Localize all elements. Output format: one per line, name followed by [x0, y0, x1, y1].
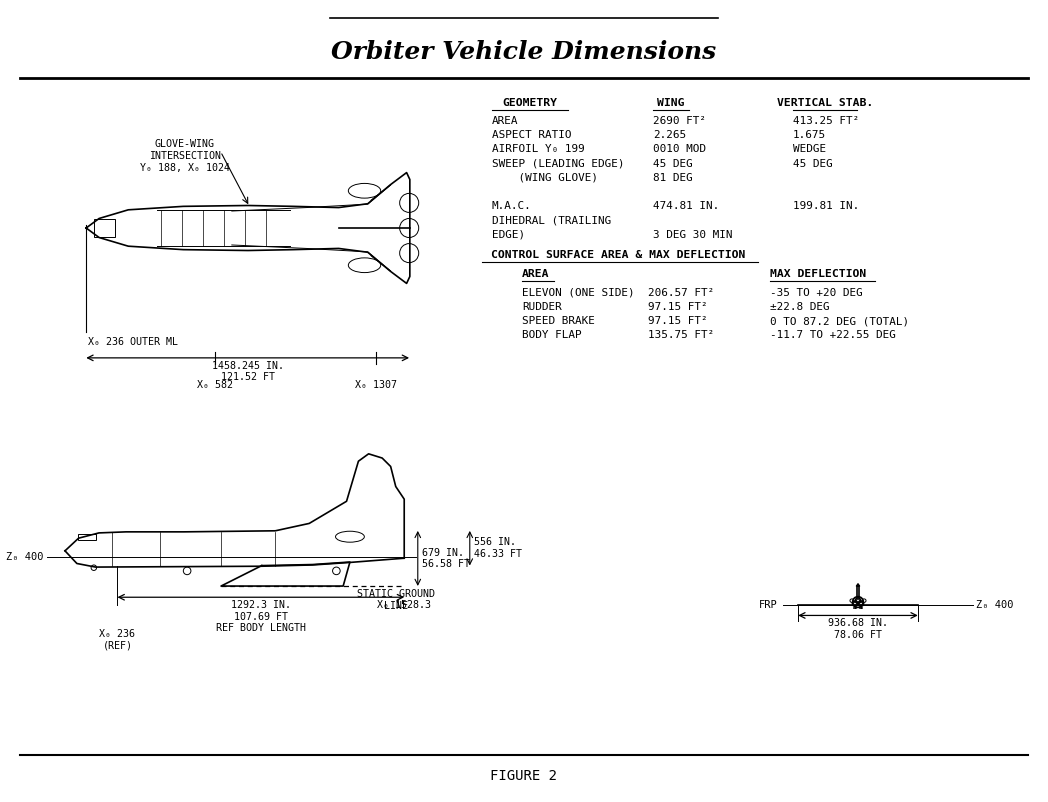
Text: ±22.8 DEG: ±22.8 DEG — [770, 302, 830, 312]
Text: M.A.C.: M.A.C. — [492, 201, 531, 211]
Text: DIHEDRAL (TRAILING: DIHEDRAL (TRAILING — [492, 216, 611, 225]
Text: 936.68 IN.
78.06 FT: 936.68 IN. 78.06 FT — [828, 618, 888, 640]
Text: BODY FLAP: BODY FLAP — [522, 330, 582, 340]
Text: SPEED BRAKE: SPEED BRAKE — [522, 316, 595, 326]
Text: FRP: FRP — [760, 600, 778, 610]
Text: SWEEP (LEADING EDGE): SWEEP (LEADING EDGE) — [492, 159, 625, 168]
Text: X₀ 236
(REF): X₀ 236 (REF) — [100, 630, 135, 651]
Text: GLOVE-WING
INTERSECTION
Y₀ 188, X₀ 1024: GLOVE-WING INTERSECTION Y₀ 188, X₀ 1024 — [139, 140, 230, 172]
Text: 97.15 FT²: 97.15 FT² — [648, 316, 707, 326]
Text: CONTROL SURFACE AREA & MAX DEFLECTION: CONTROL SURFACE AREA & MAX DEFLECTION — [490, 249, 745, 260]
Text: 2690 FT²: 2690 FT² — [653, 116, 706, 126]
Text: 1458.245 IN.
121.52 FT: 1458.245 IN. 121.52 FT — [212, 361, 284, 383]
Bar — [94, 219, 115, 237]
Text: 45 DEG: 45 DEG — [793, 159, 833, 168]
Text: (WING GLOVE): (WING GLOVE) — [492, 172, 598, 183]
Bar — [78, 534, 95, 540]
Text: 45 DEG: 45 DEG — [653, 159, 693, 168]
Text: X₀ 1307: X₀ 1307 — [355, 380, 397, 390]
Text: 81 DEG: 81 DEG — [653, 172, 693, 183]
Text: FIGURE 2: FIGURE 2 — [490, 769, 558, 783]
Text: X₀ 236 OUTER ML: X₀ 236 OUTER ML — [88, 337, 178, 347]
Text: WING: WING — [657, 98, 684, 108]
Text: 0 TO 87.2 DEG (TOTAL): 0 TO 87.2 DEG (TOTAL) — [770, 316, 909, 326]
Text: 135.75 FT²: 135.75 FT² — [648, 330, 715, 340]
Text: 1292.3 IN.
107.69 FT
REF BODY LENGTH: 1292.3 IN. 107.69 FT REF BODY LENGTH — [216, 600, 306, 634]
Text: 199.81 IN.: 199.81 IN. — [793, 201, 859, 211]
Text: AIRFOIL Y₀ 199: AIRFOIL Y₀ 199 — [492, 144, 585, 155]
Text: RUDDER: RUDDER — [522, 302, 562, 312]
Text: VERTICAL STAB.: VERTICAL STAB. — [777, 98, 873, 108]
Text: -11.7 TO +22.55 DEG: -11.7 TO +22.55 DEG — [770, 330, 896, 340]
Text: ELEVON (ONE SIDE): ELEVON (ONE SIDE) — [522, 288, 635, 298]
Text: EDGE): EDGE) — [492, 229, 525, 240]
Text: 679 IN.
56.58 FT: 679 IN. 56.58 FT — [421, 548, 470, 569]
Text: STATIC GROUND
LINE: STATIC GROUND LINE — [356, 589, 435, 610]
Text: WEDGE: WEDGE — [793, 144, 826, 155]
Text: 3 DEG 30 MIN: 3 DEG 30 MIN — [653, 229, 733, 240]
Text: AREA: AREA — [522, 269, 549, 279]
Bar — [857, 586, 859, 597]
Text: -35 TO +20 DEG: -35 TO +20 DEG — [770, 288, 863, 298]
Text: 474.81 IN.: 474.81 IN. — [653, 201, 719, 211]
Text: 206.57 FT²: 206.57 FT² — [648, 288, 715, 298]
Text: Z₀ 400: Z₀ 400 — [976, 600, 1013, 610]
Text: 1.675: 1.675 — [793, 130, 826, 140]
Text: 413.25 FT²: 413.25 FT² — [793, 116, 859, 126]
Text: 2.265: 2.265 — [653, 130, 686, 140]
Text: 556 IN.
46.33 FT: 556 IN. 46.33 FT — [474, 537, 522, 559]
Text: X₀ 582: X₀ 582 — [197, 380, 234, 390]
Text: AREA: AREA — [492, 116, 519, 126]
Text: Orbiter Vehicle Dimensions: Orbiter Vehicle Dimensions — [331, 40, 717, 64]
Text: ASPECT RATIO: ASPECT RATIO — [492, 130, 571, 140]
Text: MAX DEFLECTION: MAX DEFLECTION — [770, 269, 867, 279]
Text: X₀ 1528.3: X₀ 1528.3 — [377, 600, 431, 610]
Text: GEOMETRY: GEOMETRY — [502, 98, 558, 108]
Text: Z₀ 400: Z₀ 400 — [5, 552, 43, 562]
Text: 97.15 FT²: 97.15 FT² — [648, 302, 707, 312]
Text: 0010 MOD: 0010 MOD — [653, 144, 706, 155]
